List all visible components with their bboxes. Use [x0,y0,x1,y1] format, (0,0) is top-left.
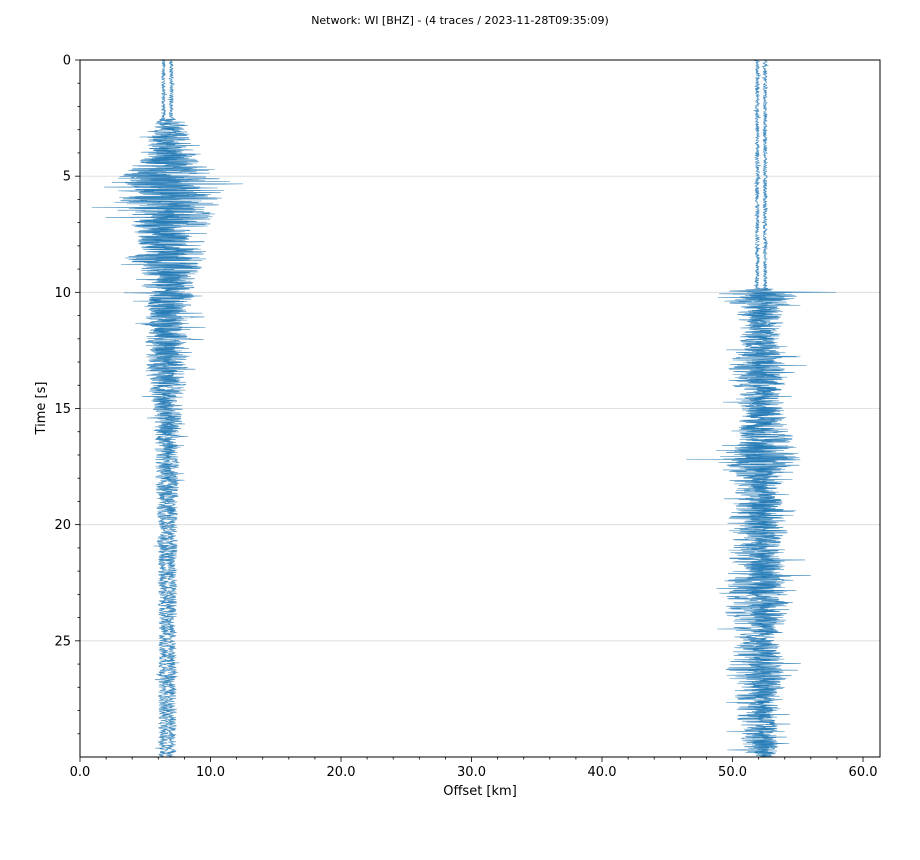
y-axis-label: Time [s] [34,382,49,436]
y-tick-label: 15 [54,402,71,417]
trace-2 [91,59,244,758]
x-tick-label: 50.0 [718,765,747,780]
x-tick-label: 40.0 [588,765,617,780]
x-axis-label: Offset [km] [443,784,517,799]
x-tick-label: 20.0 [327,765,356,780]
x-tick-label: 10.0 [196,765,225,780]
trace-4 [721,59,837,758]
y-axis-ticks: 0 5 10 15 20 25 [54,54,80,735]
y-tick-label: 10 [54,286,71,301]
x-axis-ticks: 0.0 10.0 20.0 30.0 40.0 50.0 60.0 [70,757,878,780]
y-tick-label: 5 [63,170,71,185]
y-tick-label: 20 [54,518,71,533]
x-tick-label: 0.0 [70,765,91,780]
x-tick-label: 60.0 [849,765,878,780]
x-tick-label: 30.0 [457,765,486,780]
y-tick-label: 25 [54,634,71,649]
y-tick-label: 0 [63,54,71,69]
chart-title: Network: WI [BHZ] - (4 traces / 2023-11-… [311,14,609,27]
traces [91,59,837,758]
